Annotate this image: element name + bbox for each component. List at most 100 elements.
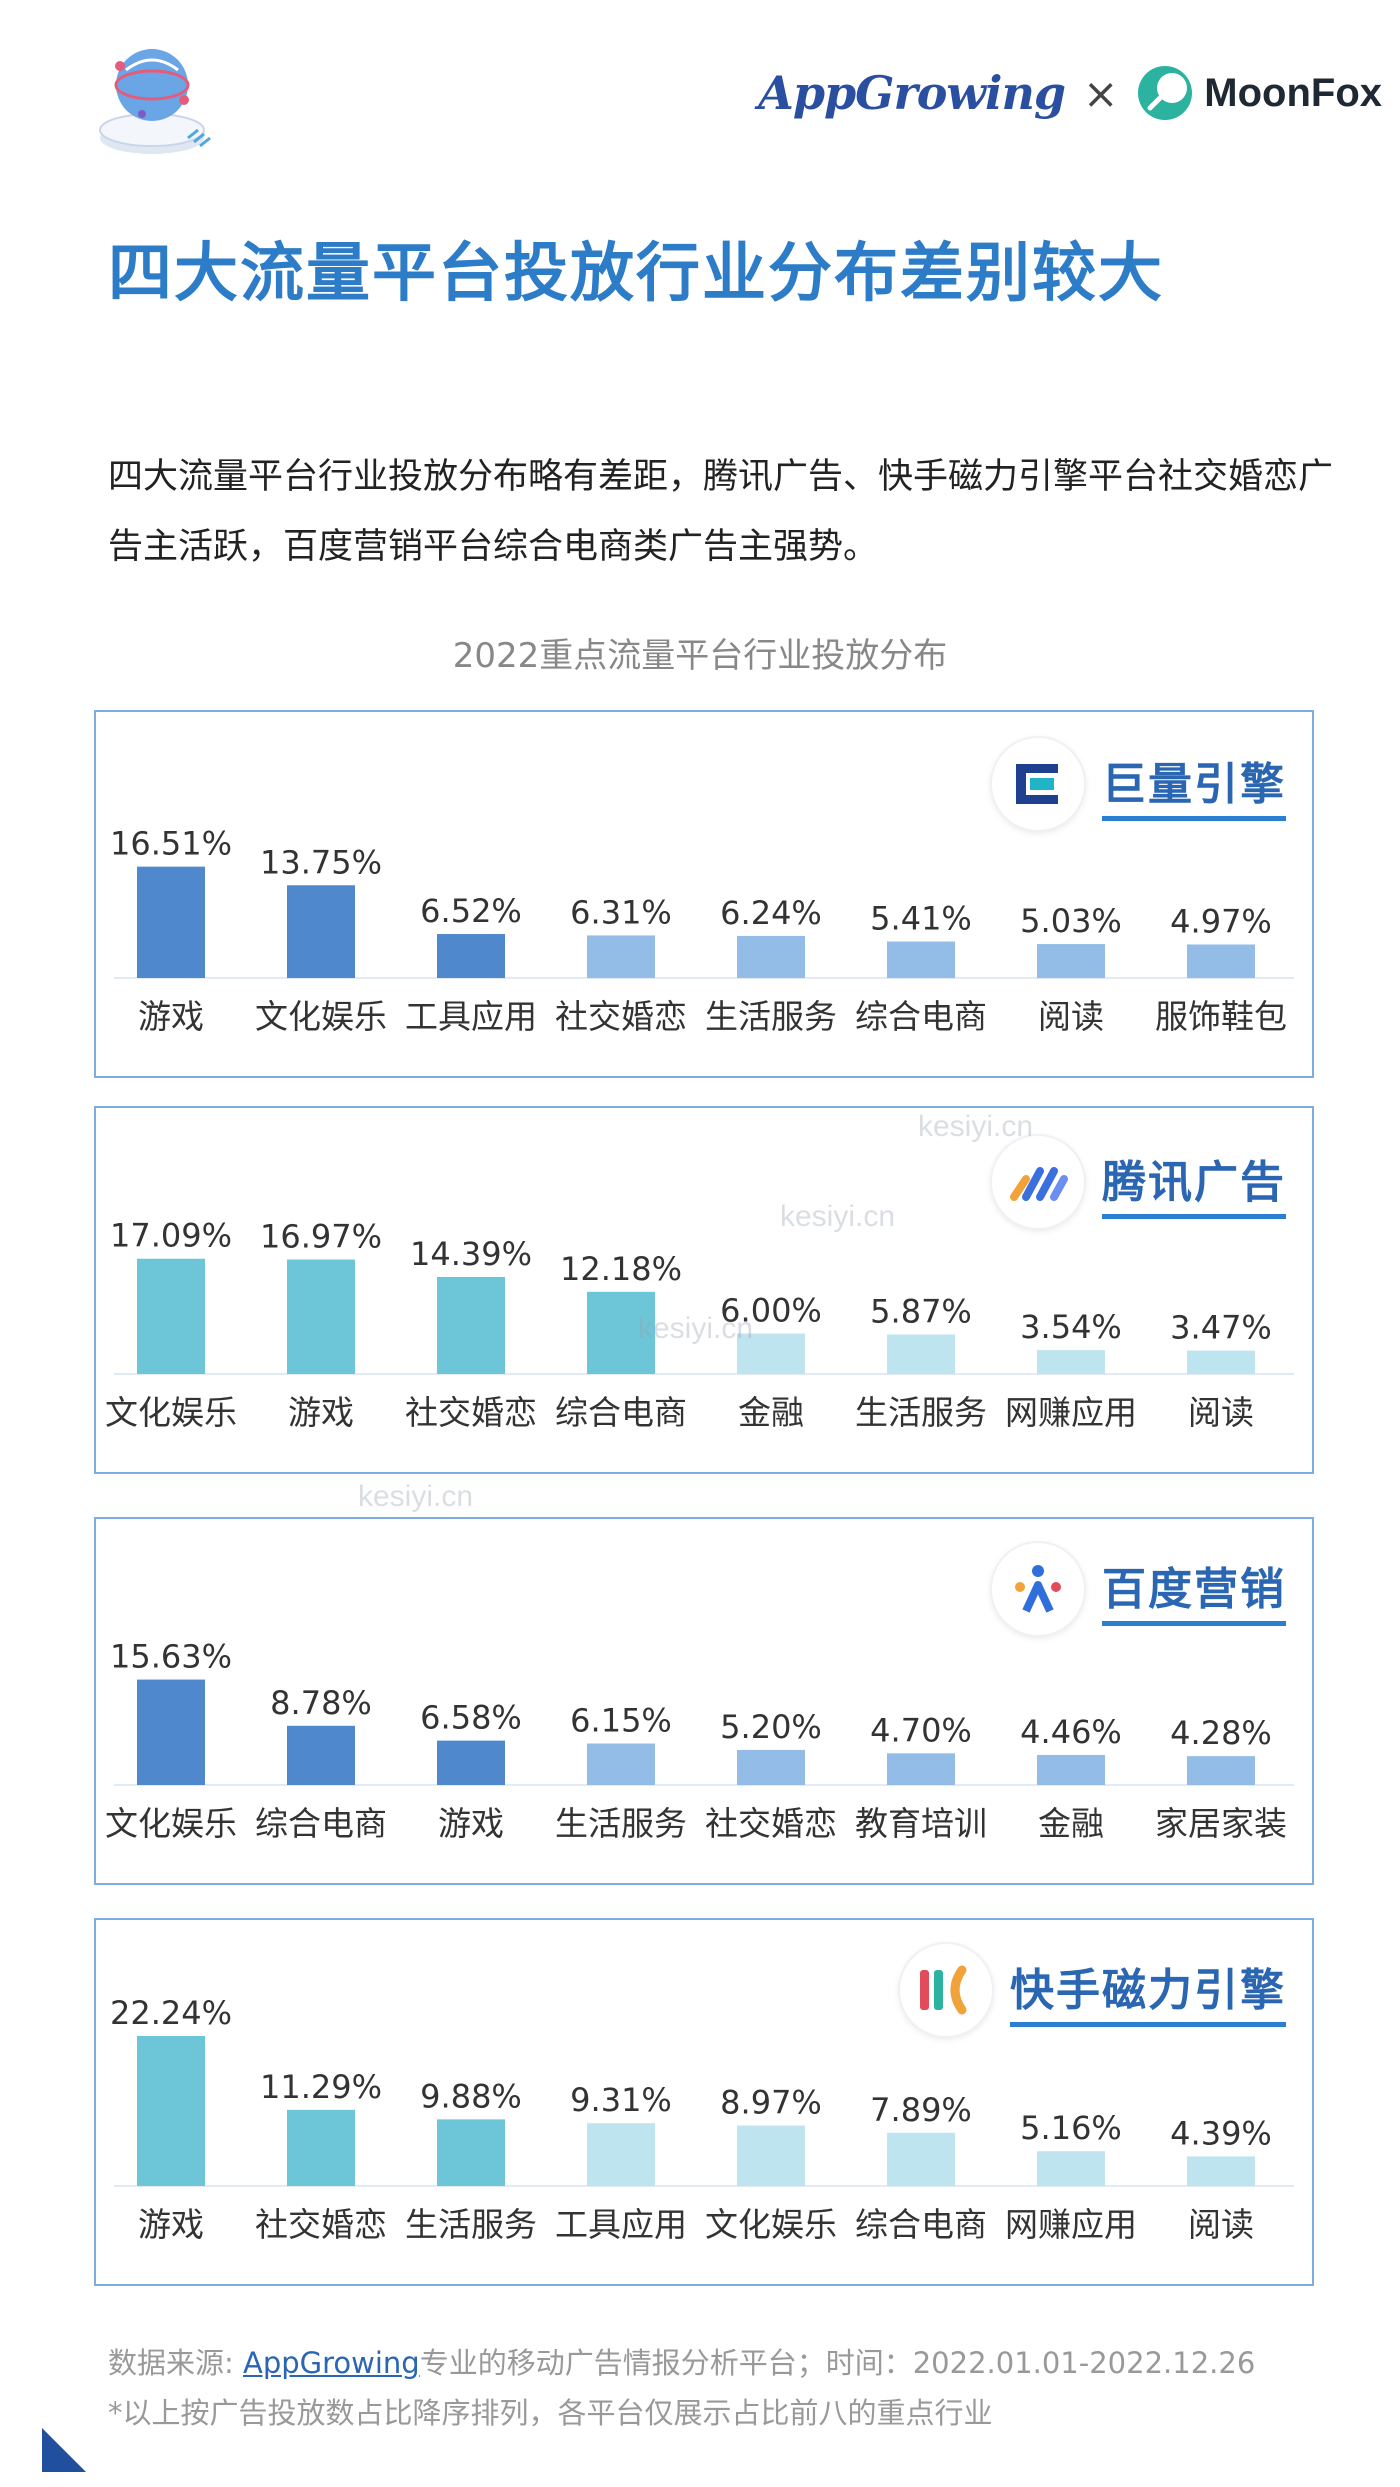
platform-name: 巨量引擎	[1102, 748, 1286, 821]
category-label: 游戏	[138, 997, 204, 1036]
category-label: 网赚应用	[1005, 2205, 1137, 2244]
platform-badge-juliang: 巨量引擎	[992, 738, 1286, 830]
bar	[137, 2036, 205, 2186]
bar	[1037, 1350, 1105, 1374]
bar	[137, 1679, 205, 1785]
moonfox-icon	[1138, 66, 1193, 120]
brand-bar: AppGrowing × MoonFox	[758, 58, 1382, 128]
chart-panel-tencent: 17.09% 文化娱乐 16.97% 游戏 14.39% 社交婚恋 12.18% 综合电商 6.…	[94, 1106, 1314, 1474]
category-label: 综合电商	[255, 1804, 387, 1843]
ranking-note: *以上按广告投放数占比降序排列，各平台仅展示占比前八的重点行业	[108, 2396, 993, 2430]
chart-panel-kuaishou: 22.24% 游戏 11.29% 社交婚恋 9.88% 生活服务 9.31% 工具应用 8.97…	[94, 1918, 1314, 2286]
moonfox-logo: MoonFox	[1136, 64, 1382, 122]
bar	[287, 1259, 355, 1374]
juliang-engine-icon	[992, 738, 1084, 830]
source-note: 数据来源: AppGrowing专业的移动广告情报分析平台；时间：2022.01…	[108, 2340, 1255, 2382]
chart-panel-baidu: 15.63% 文化娱乐 8.78% 综合电商 6.58% 游戏 6.15% 生活服务 5.20%…	[94, 1517, 1314, 1885]
intro-text: 四大流量平台行业投放分布略有差距，腾讯广告、快手磁力引擎平台社交婚恋广告主活跃，…	[108, 457, 1334, 567]
bar-chart-tencent: 17.09% 文化娱乐 16.97% 游戏 14.39% 社交婚恋 12.18% 综合电商 6.…	[105, 1217, 1294, 1432]
page-title: 四大流量平台投放行业分布差别较大	[108, 237, 1164, 311]
category-label: 教育培训	[855, 1804, 987, 1843]
bar	[887, 2132, 955, 2186]
bar	[287, 2109, 355, 2186]
category-label: 社交婚恋	[405, 1393, 537, 1432]
watermark: kesiyi.cn	[780, 1200, 896, 1233]
data-label: 6.24%	[720, 894, 822, 932]
platform-badge-tencent: 腾讯广告	[992, 1136, 1286, 1228]
bar	[737, 1333, 805, 1374]
times-sign: ×	[1083, 68, 1119, 118]
kuaishou-magnetic-icon	[900, 1944, 992, 2036]
bar	[1187, 944, 1255, 978]
platform-name: 快手磁力引擎	[1010, 1954, 1286, 2027]
category-label: 阅读	[1038, 997, 1104, 1036]
watermark: kesiyi.cn	[358, 1480, 474, 1513]
bar	[887, 941, 955, 978]
data-label: 5.20%	[720, 1708, 822, 1746]
globe-network-icon	[92, 30, 212, 160]
bar	[287, 885, 355, 978]
category-label: 文化娱乐	[255, 997, 387, 1036]
data-label: 3.47%	[1170, 1309, 1272, 1347]
data-label: 5.41%	[870, 900, 972, 938]
bar-chart-baidu: 15.63% 文化娱乐 8.78% 综合电商 6.58% 游戏 6.15% 生活服务 5.20%…	[105, 1638, 1294, 1843]
appgrowing-logo: AppGrowing	[758, 66, 1066, 120]
bar	[887, 1753, 955, 1785]
bar	[737, 2125, 805, 2186]
bar	[1037, 944, 1105, 978]
data-label: 6.31%	[570, 893, 672, 931]
category-label: 阅读	[1188, 2205, 1254, 2244]
source-link[interactable]: AppGrowing	[243, 2346, 420, 2380]
bar	[287, 1725, 355, 1785]
category-label: 游戏	[438, 1804, 504, 1843]
category-label: 生活服务	[405, 2205, 537, 2244]
data-label: 16.97%	[260, 1218, 382, 1256]
category-label: 金融	[738, 1393, 804, 1432]
bar	[587, 2123, 655, 2186]
data-label: 6.00%	[720, 1292, 822, 1330]
bar	[1037, 1754, 1105, 1785]
category-label: 工具应用	[555, 2205, 687, 2244]
category-label: 社交婚恋	[705, 1804, 837, 1843]
watermark: kesiyi.cn	[638, 1312, 754, 1345]
bar	[737, 1749, 805, 1785]
category-label: 综合电商	[555, 1393, 687, 1432]
data-label: 14.39%	[410, 1235, 532, 1273]
data-label: 4.97%	[1170, 902, 1272, 940]
bar	[737, 935, 805, 978]
bar	[1187, 1756, 1255, 1785]
category-label: 服饰鞋包	[1155, 997, 1287, 1036]
data-label: 4.28%	[1170, 1714, 1272, 1752]
category-label: 综合电商	[855, 997, 987, 1036]
category-label: 家居家装	[1155, 1804, 1287, 1843]
bar	[437, 2119, 505, 2186]
data-label: 4.46%	[1020, 1713, 1122, 1751]
data-label: 22.24%	[110, 1994, 232, 2032]
platform-name: 腾讯广告	[1102, 1146, 1286, 1219]
chart-panel-juliang: 16.51% 游戏 13.75% 文化娱乐 6.52% 工具应用 6.31% 社交婚恋 6.24…	[94, 710, 1314, 1078]
platform-badge-kuaishou: 快手磁力引擎	[900, 1944, 1286, 2036]
data-label: 5.87%	[870, 1292, 972, 1330]
moonfox-wordmark: MoonFox	[1204, 70, 1382, 115]
platform-badge-baidu: 百度营销	[992, 1543, 1286, 1635]
category-label: 综合电商	[855, 2205, 987, 2244]
data-label: 5.03%	[1020, 902, 1122, 940]
category-label: 生活服务	[705, 997, 837, 1036]
bar	[1187, 2156, 1255, 2186]
bar	[587, 1291, 655, 1374]
bar	[1187, 1350, 1255, 1374]
category-label: 生活服务	[855, 1393, 987, 1432]
bar	[587, 935, 655, 978]
bar-chart-kuaishou: 22.24% 游戏 11.29% 社交婚恋 9.88% 生活服务 9.31% 工具应用 8.97…	[110, 1994, 1294, 2244]
baidu-marketing-icon	[992, 1543, 1084, 1635]
data-label: 6.15%	[570, 1702, 672, 1740]
bar	[587, 1743, 655, 1785]
bar	[137, 866, 205, 978]
data-label: 8.97%	[720, 2084, 822, 2122]
data-label: 12.18%	[560, 1250, 682, 1288]
category-label: 生活服务	[555, 1804, 687, 1843]
chart-heading: 2022重点流量平台行业投放分布	[452, 636, 948, 676]
category-label: 社交婚恋	[555, 997, 687, 1036]
data-label: 9.88%	[420, 2077, 522, 2115]
bar	[437, 1276, 505, 1374]
